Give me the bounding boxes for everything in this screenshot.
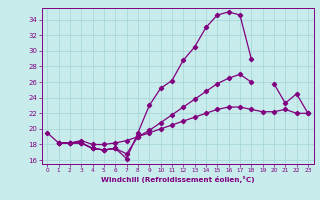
X-axis label: Windchill (Refroidissement éolien,°C): Windchill (Refroidissement éolien,°C): [101, 176, 254, 183]
